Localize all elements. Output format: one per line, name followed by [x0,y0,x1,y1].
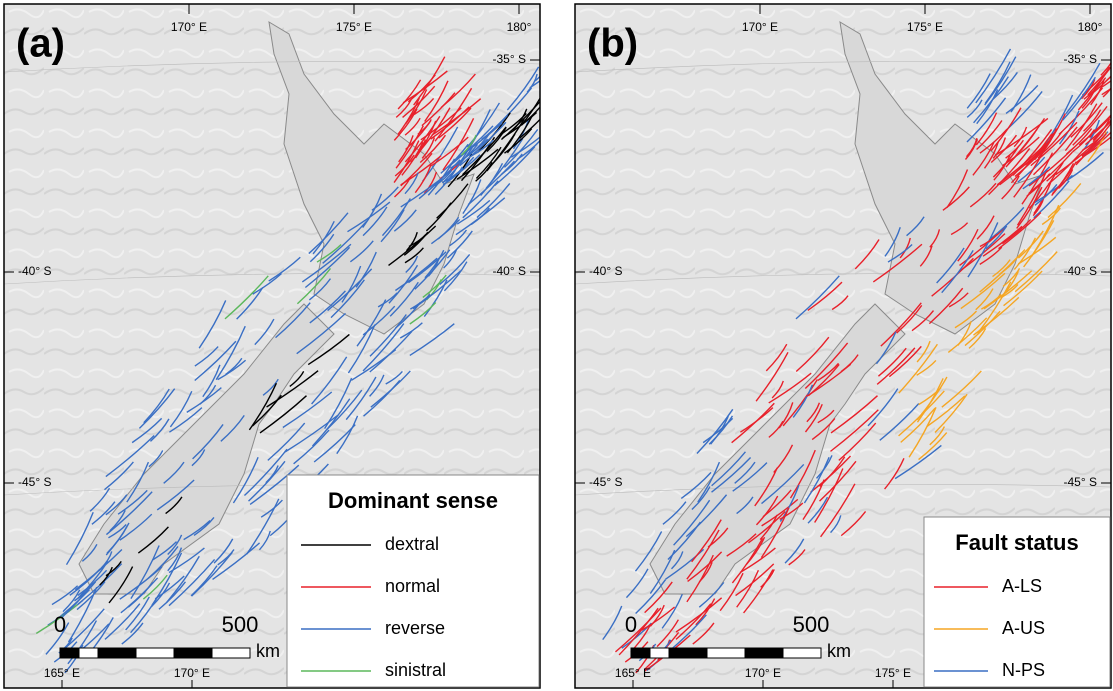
lon-label: 165° E [615,666,651,680]
fault-line [545,75,572,106]
scale-segment [669,648,707,658]
lon-label: 170° E [745,666,781,680]
map-panel: (b) 170° E 175° E 180° -35° S -40° S -45° S -40… [575,4,1113,688]
scale-segment [707,648,745,658]
scale-unit: km [256,641,280,661]
legend-title: Dominant sense [328,488,498,513]
scale-start: 0 [625,612,637,637]
panel-label: (a) [16,22,65,66]
lat-label: -40° S [1064,264,1097,278]
lat-label: -40° S [493,264,526,278]
legend-label: sinistral [385,660,446,680]
legend-label: normal [385,576,440,596]
scale-segment [79,648,98,658]
lat-label: -45° S [1064,475,1097,489]
legend: Fault status A-LS A-US N-PS [924,517,1110,687]
lon-label: 165° E [44,666,80,680]
panel-label: (b) [587,22,638,66]
scale-segment [783,648,821,658]
lat-label: -40° S [18,264,51,278]
scale-segment [212,648,250,658]
scale-segment [98,648,136,658]
legend: Dominant sense dextral normal reverse sinist… [287,475,539,687]
scale-segment [745,648,783,658]
lat-label: -45° S [589,475,622,489]
lat-label: -40° S [589,264,622,278]
lon-label: 175° E [875,666,911,680]
legend-label: A-LS [1002,576,1042,596]
legend-label: A-US [1002,618,1045,638]
lat-label: -35° S [1064,52,1097,66]
legend-label: N-PS [1002,660,1045,680]
lon-label: 175° E [336,20,372,34]
scale-end: 500 [222,612,259,637]
lon-label: 180° [1078,20,1103,34]
scale-end: 500 [793,612,830,637]
map-panel: (a) 170° E 175° E 180° -35° S -40° S -45° S -40… [4,4,597,688]
lat-label: -45° S [18,475,51,489]
lat-label: -35° S [493,52,526,66]
scale-segment [60,648,79,658]
figure: (a) 170° E 175° E 180° -35° S -40° S -45° S -40… [0,0,1113,691]
legend-label: reverse [385,618,445,638]
scale-unit: km [827,641,851,661]
scale-segment [174,648,212,658]
lon-label: 170° E [174,666,210,680]
lon-label: 170° E [742,20,778,34]
fault-line [541,72,563,96]
scale-segment [631,648,650,658]
legend-label: dextral [385,534,439,554]
scale-segment [136,648,174,658]
legend-title: Fault status [955,530,1078,555]
lon-label: 180° [507,20,532,34]
lon-label: 175° E [907,20,943,34]
scale-segment [650,648,669,658]
scale-start: 0 [54,612,66,637]
lon-label: 170° E [171,20,207,34]
